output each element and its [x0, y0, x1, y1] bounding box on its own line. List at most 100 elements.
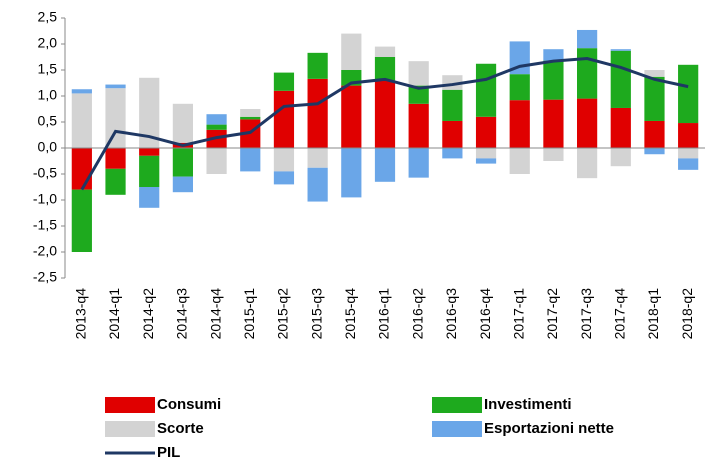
bar-segment [442, 120, 463, 148]
bar-segment [442, 148, 463, 159]
bar-segment [139, 148, 160, 156]
x-tick-label: 2013-q4 [73, 288, 89, 340]
x-tick-label: 2014-q1 [106, 288, 122, 340]
bar-segment [543, 60, 564, 100]
bar-segment [341, 148, 362, 198]
legend-label: Esportazioni nette [484, 420, 614, 437]
bar-segment [644, 70, 665, 77]
y-tick-label: 1,5 [38, 61, 58, 77]
bar-segment [678, 148, 699, 159]
x-tick-label: 2017-q4 [611, 288, 627, 340]
x-tick-label: 2015-q2 [275, 288, 291, 340]
bar-segment [240, 109, 261, 117]
x-tick-label: 2018-q1 [645, 288, 661, 340]
x-tick-label: 2017-q1 [510, 288, 526, 340]
bar-segment [577, 48, 598, 99]
bar-segment [577, 148, 598, 179]
legend-label: Consumi [157, 396, 221, 413]
bar-segment [307, 78, 328, 148]
bar-segment [475, 116, 497, 148]
bar-segment [475, 158, 497, 164]
bar-segment [341, 33, 362, 70]
x-tick-label: 2017-q2 [544, 288, 560, 340]
bar-segment [408, 85, 429, 104]
bar-segment [105, 168, 126, 195]
bar-segment [475, 148, 497, 159]
bar-segment [71, 89, 92, 94]
bar-segment [610, 148, 631, 167]
bar-segment [678, 64, 699, 124]
bar-segment [172, 103, 193, 143]
x-tick-label: 2018-q2 [679, 288, 695, 340]
bar-segment [610, 50, 631, 108]
bar-segment [105, 84, 126, 89]
bar-segment [408, 61, 429, 86]
y-tick-label: -2,0 [33, 243, 57, 259]
y-tick-label: 2,5 [38, 9, 58, 25]
bar-segment [610, 107, 631, 148]
bar-segment [374, 57, 396, 81]
x-tick-label: 2016-q2 [409, 288, 425, 340]
bar-segment [475, 63, 497, 117]
bar-segment [678, 158, 699, 170]
bar-segment [172, 176, 193, 193]
bar-segment [105, 88, 126, 148]
bar-segment [577, 29, 598, 49]
bar-segment [240, 116, 261, 120]
bar-segment [206, 148, 227, 174]
bar-segment [71, 148, 92, 190]
bar-segment [307, 167, 328, 202]
bar-segment [206, 114, 227, 125]
bar-segment [105, 148, 126, 169]
bar-segment [71, 93, 92, 148]
bar-segment [273, 171, 295, 185]
x-tick-label: 2014-q4 [207, 288, 223, 340]
x-tick-label: 2015-q3 [308, 288, 324, 340]
bar-segment [139, 155, 160, 187]
legend-swatch [432, 397, 482, 413]
bar-segment [408, 148, 429, 178]
y-tick-label: -1,0 [33, 191, 57, 207]
y-tick-label: -0,5 [33, 165, 57, 181]
bar-segment [139, 77, 160, 148]
x-tick-label: 2014-q2 [140, 288, 156, 340]
legend-swatch [432, 421, 482, 437]
y-tick-label: 0,0 [38, 139, 58, 155]
legend-swatch [105, 421, 155, 437]
y-tick-label: 1,0 [38, 87, 58, 103]
bar-segment [442, 89, 463, 121]
bar-segment [374, 80, 396, 148]
bar-segment [644, 76, 665, 121]
bar-segment [273, 90, 295, 148]
bar-segment [610, 49, 631, 51]
x-tick-label: 2015-q4 [342, 288, 358, 340]
legend-label: Investimenti [484, 396, 572, 413]
bar-segment [374, 46, 396, 57]
bar-segment [341, 85, 362, 148]
bar-segment [543, 49, 564, 61]
bar-segment [543, 148, 564, 161]
y-tick-label: -1,5 [33, 217, 57, 233]
bar-segment [644, 148, 665, 155]
x-tick-label: 2014-q3 [174, 288, 190, 340]
bar-segment [307, 52, 328, 79]
line-series [80, 57, 689, 191]
bar-segment [374, 148, 396, 182]
bar-segment [509, 74, 530, 101]
bar-segment [509, 148, 530, 174]
x-tick-label: 2015-q1 [241, 288, 257, 340]
bar-segment [577, 98, 598, 148]
legend-label: Scorte [157, 420, 204, 437]
x-tick-label: 2017-q3 [578, 288, 594, 340]
x-tick-label: 2016-q1 [376, 288, 392, 340]
bar-segment [678, 123, 699, 148]
bar-segment [644, 120, 665, 148]
y-tick-label: -2,5 [33, 269, 57, 285]
x-tick-label: 2016-q3 [443, 288, 459, 340]
bar-segment [172, 148, 193, 177]
x-tick-label: 2016-q4 [477, 288, 493, 340]
bar-segment [307, 148, 328, 168]
bar-segment [206, 124, 227, 130]
bar-segment [71, 189, 92, 252]
